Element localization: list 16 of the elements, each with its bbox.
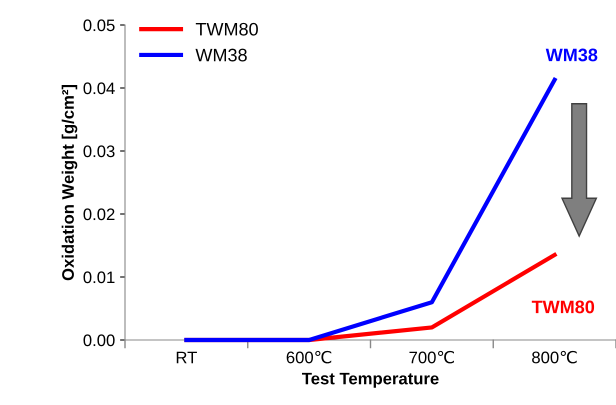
- legend-label: TWM80: [196, 22, 258, 36]
- y-tick-label: 0.01: [83, 271, 114, 284]
- y-tick-label: 0.02: [83, 208, 114, 220]
- y-tick-label: 0.04: [83, 82, 115, 94]
- x-tick-label: 800℃: [532, 350, 577, 364]
- annotation: TWM80: [532, 300, 594, 314]
- y-axis-title: Oxidation Weight [g/cm²]: [62, 84, 78, 280]
- x-tick-label: RT: [176, 352, 197, 364]
- y-tick-label: 0.03: [83, 145, 115, 158]
- legend-label: WM38: [195, 48, 247, 62]
- y-tick-label: 0.00: [83, 334, 115, 346]
- y-tick-label: 0.05: [83, 19, 115, 32]
- x-tick-label: 600℃: [286, 350, 332, 364]
- annotation: WM38: [546, 48, 598, 62]
- x-axis-title: Test Temperature: [302, 372, 439, 388]
- x-tick-label: 700℃: [409, 350, 454, 364]
